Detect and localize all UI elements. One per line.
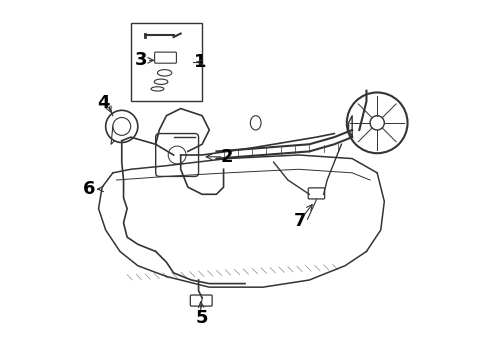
Text: 1: 1 (194, 53, 207, 71)
Text: 3: 3 (135, 51, 147, 69)
Text: 6: 6 (83, 180, 96, 198)
Bar (131, 23, 202, 102)
Text: 4: 4 (98, 94, 110, 112)
Text: 5: 5 (196, 309, 208, 327)
Text: 2: 2 (221, 148, 233, 166)
Text: 7: 7 (294, 212, 307, 230)
